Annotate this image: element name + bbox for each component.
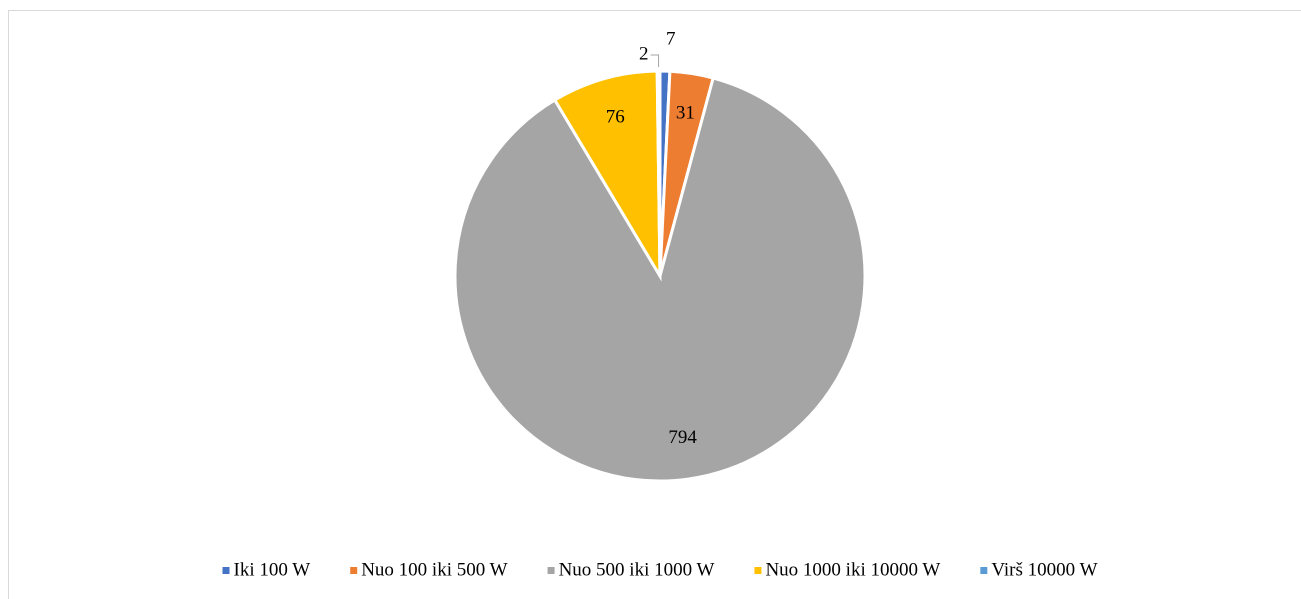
- data-label: 2: [639, 43, 649, 64]
- legend-label: Nuo 1000 iki 10000 W: [765, 559, 940, 580]
- pie-slice: [453, 76, 867, 483]
- data-label: 76: [606, 107, 625, 128]
- legend-marker: [350, 567, 358, 574]
- legend-label: Iki 100 W: [234, 559, 311, 580]
- pie-slice: [552, 69, 662, 282]
- legend-label: Nuo 500 iki 1000 W: [559, 559, 715, 580]
- legend-marker: [222, 567, 230, 574]
- legend-label: Virš 10000 W: [991, 559, 1097, 580]
- pie-slice: [655, 69, 662, 277]
- legend-marker: [547, 567, 555, 574]
- leader-line: [650, 54, 660, 68]
- data-label: 794: [668, 427, 697, 448]
- data-label: 7: [666, 28, 676, 49]
- data-label: 31: [676, 102, 695, 123]
- legend-marker: [980, 567, 988, 574]
- legend-marker: [754, 567, 762, 574]
- legend-label: Nuo 100 iki 500 W: [361, 559, 507, 580]
